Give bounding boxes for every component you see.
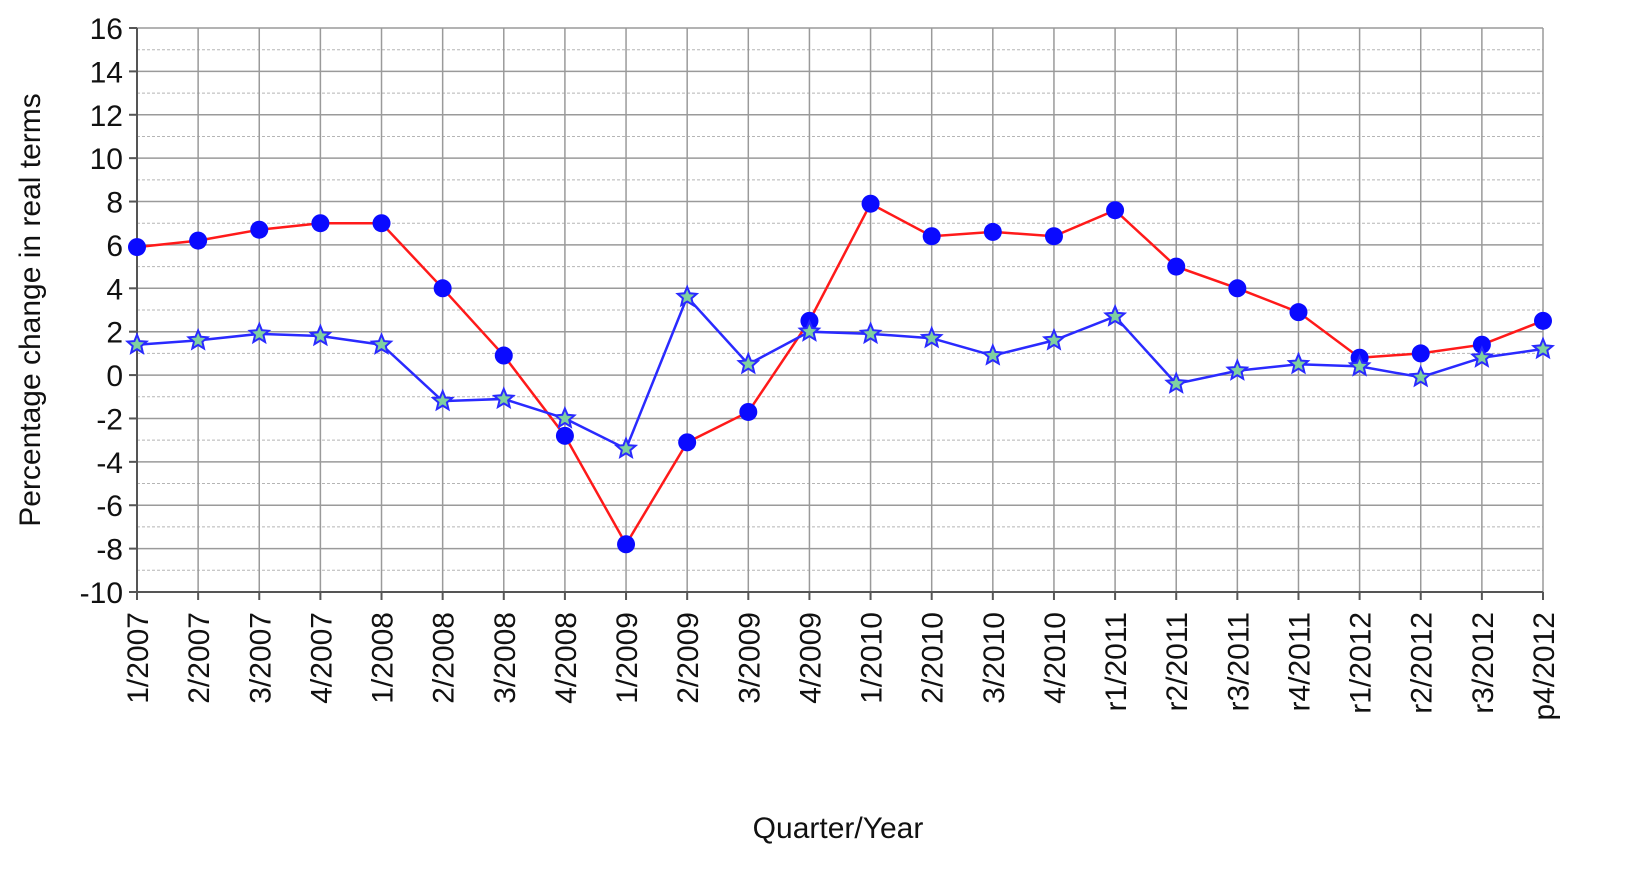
x-tick-label: r1/2011: [1100, 612, 1133, 712]
y-tick-label: 0: [106, 360, 123, 393]
y-tick-label: 10: [90, 143, 123, 176]
point: [613, 436, 639, 460]
x-tick-label: 3/2009: [733, 612, 766, 704]
point: [186, 327, 211, 351]
x-tick-label: 1/2007: [122, 612, 155, 704]
point: [1408, 364, 1433, 388]
y-tick-label: -8: [96, 534, 123, 567]
point: [189, 231, 208, 250]
x-tick-label: r3/2011: [1222, 612, 1255, 712]
x-tick-label: r1/2012: [1345, 612, 1378, 714]
x-tick-label: r3/2012: [1467, 612, 1500, 714]
x-tick-label: 4/2007: [305, 612, 338, 704]
point: [308, 323, 333, 347]
point: [1411, 344, 1430, 363]
point: [617, 535, 636, 554]
point: [247, 321, 272, 345]
point: [491, 386, 516, 410]
x-tick-label: 2/2007: [183, 612, 216, 704]
point: [1228, 279, 1247, 298]
point: [919, 325, 944, 349]
series-line: [136, 294, 1544, 451]
point: [1225, 358, 1250, 381]
point: [1534, 311, 1552, 330]
point: [128, 238, 146, 257]
point: [430, 388, 455, 412]
point: [739, 402, 758, 421]
y-tick-label: -4: [96, 447, 123, 480]
x-tick-label: 1/2010: [856, 612, 889, 704]
point: [983, 222, 1002, 241]
y-tick-label: 12: [90, 100, 123, 133]
x-tick-label: 2/2008: [428, 612, 461, 704]
y-axis-title: Percentage change in real terms: [14, 93, 47, 527]
point: [980, 343, 1005, 366]
x-tick-label: 3/2010: [978, 612, 1011, 704]
point: [369, 332, 394, 355]
y-tick-label: 2: [106, 317, 123, 350]
point: [125, 332, 149, 355]
y-tick-label: -10: [80, 577, 123, 610]
point: [736, 351, 761, 375]
x-tick-label: 4/2008: [550, 612, 583, 704]
point: [372, 214, 391, 233]
point: [1289, 303, 1308, 322]
x-tick-label: r2/2011: [1161, 612, 1194, 712]
point: [1041, 327, 1066, 351]
y-tick-label: -2: [96, 403, 123, 436]
point: [1044, 227, 1063, 246]
point: [494, 346, 513, 365]
point: [1167, 257, 1186, 276]
point: [1106, 201, 1125, 220]
point: [797, 319, 822, 342]
point: [922, 227, 941, 246]
x-tick-label: 1/2008: [367, 612, 400, 704]
point: [250, 220, 269, 239]
x-tick-label: 2/2009: [672, 612, 705, 704]
x-tick-label: p4/2012: [1528, 612, 1561, 720]
point: [1286, 351, 1311, 375]
x-tick-label: 4/2010: [1039, 612, 1072, 704]
x-tick-label: 4/2009: [794, 612, 827, 704]
point: [1164, 371, 1189, 394]
x-tick-label: 3/2007: [244, 612, 277, 704]
x-tick-label: r4/2011: [1283, 612, 1316, 712]
y-tick-label: 4: [106, 273, 123, 306]
point: [555, 426, 574, 445]
x-axis-title: Quarter/Year: [753, 812, 924, 845]
point: [1469, 345, 1494, 368]
series-line: [136, 202, 1544, 547]
y-tick-label: 8: [106, 187, 123, 220]
point: [1472, 335, 1491, 354]
y-tick-label: 14: [90, 56, 123, 89]
point: [678, 433, 697, 452]
x-tick-label: 1/2009: [611, 612, 644, 704]
x-tick-label: r2/2012: [1406, 612, 1439, 714]
y-tick-label: -6: [96, 490, 123, 523]
point: [1347, 353, 1372, 377]
point: [552, 405, 577, 429]
point: [858, 321, 883, 345]
point: [675, 284, 700, 308]
point: [433, 279, 452, 298]
point: [1531, 336, 1555, 360]
point: [311, 214, 330, 233]
x-tick-label: 2/2010: [917, 612, 950, 704]
y-tick-label: 6: [106, 230, 123, 263]
y-tick-label: 16: [90, 13, 123, 46]
point: [1103, 303, 1128, 327]
point: [861, 194, 880, 213]
x-tick-label: 3/2008: [489, 612, 522, 704]
